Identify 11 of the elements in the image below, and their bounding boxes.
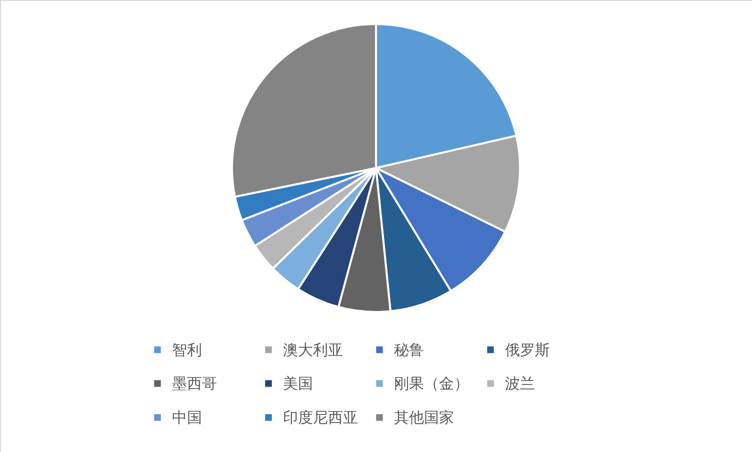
legend-label: 俄罗斯 (505, 340, 550, 359)
legend-label: 中国 (172, 408, 202, 426)
legend-label: 澳大利亚 (283, 340, 343, 359)
legend-label: 美国 (283, 374, 313, 392)
legend-label: 秘鲁 (394, 340, 424, 359)
legend-label: 智利 (172, 340, 202, 359)
legend-label: 墨西哥 (172, 374, 217, 392)
legend-label: 其他国家 (394, 408, 454, 426)
legend-label: 刚果（金） (394, 374, 469, 392)
legend-label: 波兰 (505, 374, 535, 392)
legend-label: 印度尼西亚 (283, 408, 358, 426)
